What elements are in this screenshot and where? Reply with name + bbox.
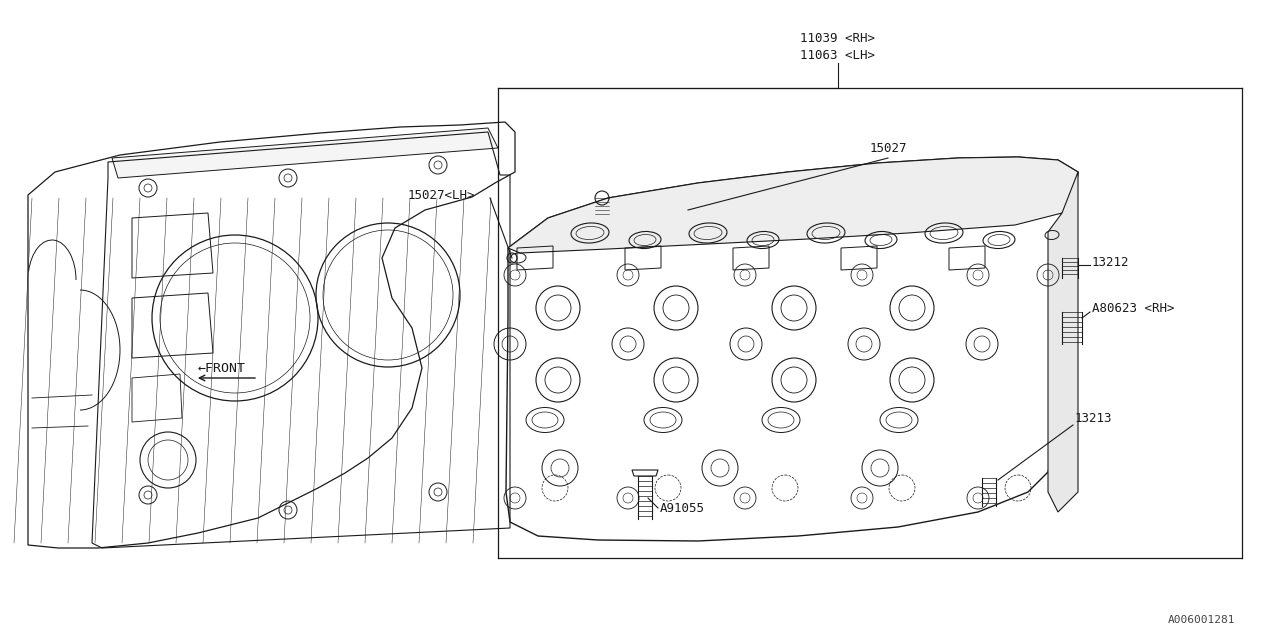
Polygon shape [1048, 172, 1078, 512]
Text: ←FRONT: ←FRONT [198, 362, 246, 375]
Text: 15027: 15027 [870, 141, 908, 154]
Text: 13212: 13212 [1092, 255, 1129, 269]
Text: A006001281: A006001281 [1169, 615, 1235, 625]
Text: 15027<LH>: 15027<LH> [408, 189, 475, 202]
Text: 13213: 13213 [1075, 412, 1112, 424]
Polygon shape [113, 128, 498, 178]
Text: A80623 <RH>: A80623 <RH> [1092, 301, 1175, 314]
Polygon shape [508, 157, 1078, 253]
Text: A91055: A91055 [660, 502, 705, 515]
Text: 11039 <RH>: 11039 <RH> [800, 31, 876, 45]
Text: 11063 <LH>: 11063 <LH> [800, 49, 876, 61]
